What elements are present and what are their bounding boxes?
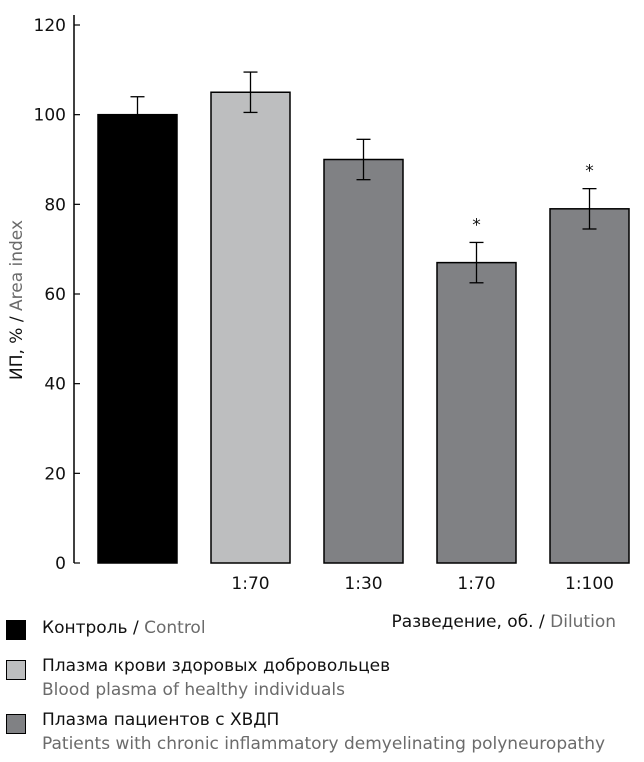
y-tick-label: 100 xyxy=(34,106,66,126)
y-tick-label: 20 xyxy=(44,464,66,484)
legend-label-ru: Плазма пациентов с ХВДП xyxy=(42,710,280,730)
x-axis-title-ru: Разведение, об. / xyxy=(391,612,545,632)
y-axis-title: ИП, % / Area index xyxy=(7,220,27,380)
bar xyxy=(210,91,291,564)
significance-mark: * xyxy=(585,162,594,182)
x-tick-label: 1:100 xyxy=(565,574,614,594)
y-tick-label: 60 xyxy=(44,285,66,305)
x-axis-title-en: Dilution xyxy=(550,612,616,632)
bar xyxy=(549,208,630,564)
bar xyxy=(436,261,517,564)
legend-label-ru: Контроль / xyxy=(42,618,139,638)
x-axis-title: Разведение, об. / Dilution xyxy=(391,612,616,632)
legend-label-ru: Плазма крови здоровых добровольцев xyxy=(42,656,391,676)
legend-swatch-cidp xyxy=(6,714,26,734)
legend-swatch-control xyxy=(6,620,26,640)
significance-mark: * xyxy=(472,215,481,235)
bar-chart: 0 20 40 60 80 100 120 * * 1:70 1:30 1:70 1:100 ИП,… xyxy=(7,15,630,594)
x-tick-label: 1:30 xyxy=(344,574,382,594)
legend-label-en: Blood plasma of healthy individuals xyxy=(42,680,345,700)
y-tick-label: 0 xyxy=(55,554,66,574)
y-tick-label: 120 xyxy=(34,16,66,36)
bar xyxy=(323,158,404,564)
legend-label-en: Control xyxy=(144,618,206,638)
bar xyxy=(97,113,178,564)
y-tick-label: 40 xyxy=(44,375,66,395)
x-tick-label: 1:70 xyxy=(231,574,269,594)
y-tick-label: 80 xyxy=(44,195,66,215)
legend-label-en: Patients with chronic inflammatory demye… xyxy=(42,734,606,754)
x-tick-label: 1:70 xyxy=(457,574,495,594)
legend-swatch-healthy xyxy=(6,660,26,680)
